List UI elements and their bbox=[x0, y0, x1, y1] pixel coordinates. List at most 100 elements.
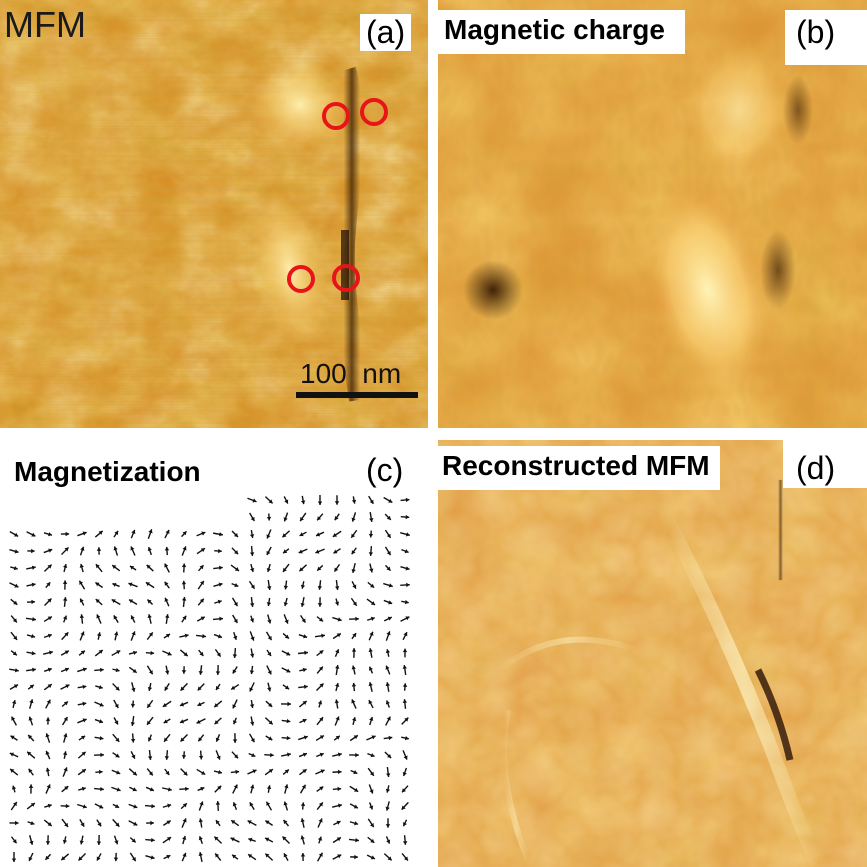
magnetization-arrow bbox=[231, 854, 239, 860]
magnetization-arrow bbox=[349, 785, 359, 793]
mfm-texture bbox=[0, 0, 428, 428]
magnetization-arrow bbox=[333, 548, 341, 554]
magnetization-arrow bbox=[60, 684, 70, 690]
magnetization-arrow bbox=[146, 631, 154, 641]
magnetization-arrow bbox=[77, 751, 87, 759]
magnetization-arrow bbox=[130, 750, 136, 760]
magnetization-arrow bbox=[180, 768, 188, 776]
magnetization-arrow bbox=[181, 615, 187, 623]
magnetization-arrow bbox=[179, 701, 189, 707]
panel-a-letter: (a) bbox=[360, 14, 412, 51]
magnetization-arrow bbox=[316, 616, 324, 622]
magnetization-arrow bbox=[128, 582, 138, 588]
magnetization-arrow bbox=[247, 769, 257, 775]
magnetization-arrow bbox=[266, 513, 272, 521]
magnetization-arrow bbox=[212, 616, 224, 622]
magnetization-arrow bbox=[27, 820, 35, 826]
magnetization-arrow bbox=[131, 682, 136, 692]
magnetization-arrow bbox=[77, 531, 87, 537]
magnetization-arrow bbox=[45, 733, 51, 743]
magnetization-arrow bbox=[79, 598, 85, 606]
magnetization-arrow bbox=[299, 784, 307, 794]
magnetization-arrow bbox=[383, 853, 393, 861]
magnetization-arrow bbox=[351, 632, 357, 640]
magnetization-arrow bbox=[10, 801, 18, 811]
magnetization-arrow bbox=[77, 853, 87, 861]
magnetization-arrow bbox=[130, 529, 136, 539]
magnetization-arrow bbox=[298, 634, 308, 639]
magnetization-arrow bbox=[79, 614, 85, 624]
magnetization-arrow bbox=[61, 818, 69, 828]
magnetization-arrow bbox=[300, 596, 305, 608]
magnetization-arrow bbox=[247, 853, 257, 861]
magnetization-arrow bbox=[401, 599, 409, 605]
magnetization-arrow bbox=[299, 667, 307, 673]
magnetization-arrow bbox=[162, 650, 172, 656]
magnetization-arrow bbox=[282, 632, 290, 640]
magnetization-arrow bbox=[9, 684, 19, 690]
magnetization-arrow bbox=[96, 614, 102, 624]
magnetization-arrow bbox=[334, 598, 340, 606]
magnetization-arrow bbox=[351, 512, 357, 522]
magnetization-arrow bbox=[248, 752, 256, 758]
magnetization-arrow bbox=[385, 649, 391, 657]
magnetization-arrow bbox=[94, 803, 104, 809]
magnetization-arrow bbox=[281, 650, 291, 656]
magnetization-arrow bbox=[349, 821, 359, 826]
magnetization-arrow bbox=[281, 718, 291, 724]
magnetization-arrow bbox=[283, 852, 289, 862]
magnetization-arrow bbox=[369, 716, 374, 726]
magnetization-arrow bbox=[213, 582, 223, 587]
magnetization-arrow bbox=[385, 716, 391, 726]
magnetization-arrow bbox=[248, 580, 256, 590]
magnetization-arrow bbox=[332, 616, 342, 622]
magnetization-arrow bbox=[266, 546, 272, 556]
magnetization-arrow bbox=[180, 802, 188, 810]
magnetization-arrow bbox=[250, 716, 255, 726]
magnetization-arrow bbox=[96, 819, 102, 827]
magnetization-arrow bbox=[351, 562, 356, 574]
magnetization-arrow bbox=[130, 716, 135, 726]
magnetization-arrow bbox=[27, 734, 35, 742]
magnetization-arrow bbox=[180, 733, 188, 743]
magnetization-arrow bbox=[45, 717, 51, 725]
magnetization-arrow bbox=[26, 667, 36, 672]
magnetization-arrow bbox=[349, 616, 359, 622]
magnetization-arrow bbox=[147, 734, 153, 742]
magnetization-arrow bbox=[112, 752, 120, 758]
magnetization-arrow bbox=[198, 665, 204, 675]
magnetization-arrow bbox=[249, 529, 255, 539]
magnetization-arrow bbox=[147, 529, 153, 539]
magnetization-arrow bbox=[401, 717, 409, 725]
magnetization-arrow bbox=[316, 666, 324, 674]
magnetization-arrow bbox=[402, 664, 407, 676]
magnetization-arrow bbox=[95, 563, 103, 573]
magnetization-arrow bbox=[43, 633, 53, 639]
magnetization-arrow bbox=[130, 733, 136, 743]
panel-b-magnetic-charge-image bbox=[438, 0, 867, 428]
magnetization-arrow bbox=[213, 700, 223, 708]
magnetization-arrow bbox=[266, 563, 271, 573]
magnetization-arrow bbox=[112, 683, 120, 691]
magnetization-arrow bbox=[10, 650, 18, 656]
magnetization-arrow bbox=[232, 784, 238, 794]
magnetization-arrow bbox=[367, 767, 375, 777]
magnetization-arrow bbox=[162, 700, 172, 708]
magnetization-arrow bbox=[316, 683, 324, 691]
scale-bar bbox=[296, 392, 418, 398]
magnetization-arrow bbox=[96, 547, 102, 555]
magnetization-arrow bbox=[77, 701, 87, 707]
magnetization-arrow bbox=[60, 531, 70, 537]
magnetization-arrow bbox=[282, 769, 290, 775]
magnetization-arrow bbox=[129, 565, 137, 571]
magnetization-arrow bbox=[232, 802, 238, 810]
magnetization-arrow bbox=[77, 768, 87, 776]
magnetization-arrow bbox=[197, 580, 205, 590]
magnetization-arrow bbox=[162, 803, 172, 808]
magnetization-arrow bbox=[368, 699, 374, 709]
magnetization-arrow bbox=[385, 766, 391, 778]
magnetization-arrow bbox=[334, 495, 340, 505]
magnetization-arrow bbox=[402, 835, 408, 845]
magnetization-arrow bbox=[145, 837, 155, 843]
magnetization-arrow bbox=[335, 682, 340, 692]
